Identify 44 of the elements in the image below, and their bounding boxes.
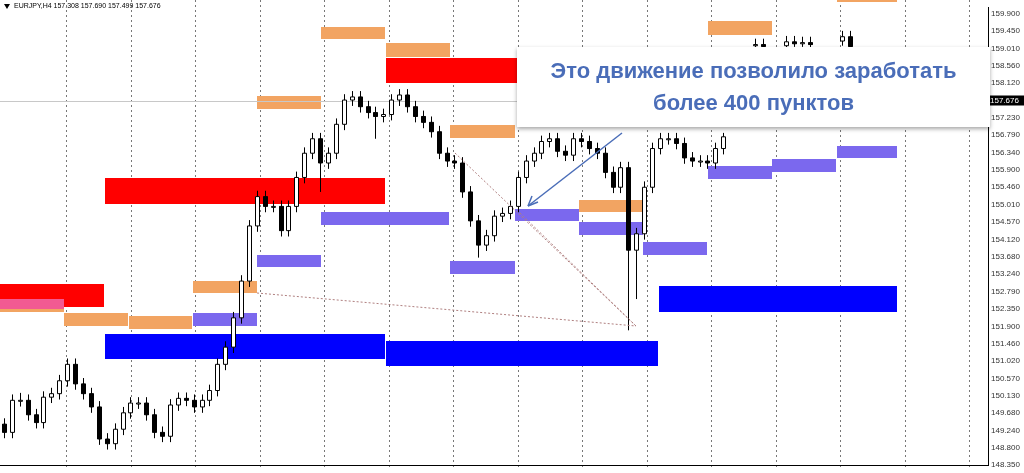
y-tick-label: 153.680 — [991, 252, 1021, 262]
y-tick-label: 152.790 — [991, 286, 1021, 296]
y-tick-label: 148.350 — [991, 460, 1021, 470]
y-tick-label: 148.800 — [991, 442, 1021, 452]
y-tick-label: 159.450 — [991, 26, 1021, 36]
y-tick-label: 153.240 — [991, 269, 1021, 279]
y-tick-label: 150.130 — [991, 390, 1021, 400]
y-tick-label: 151.460 — [991, 338, 1021, 348]
candlestick — [247, 219, 252, 288]
y-tick-label: 156.340 — [991, 148, 1021, 158]
y-tick-label: 154.120 — [991, 234, 1021, 244]
y-tick-label: 154.570 — [991, 217, 1021, 227]
y-tick-label: 157.230 — [991, 113, 1021, 123]
y-tick-label: 155.010 — [991, 200, 1021, 210]
candlestick — [413, 100, 418, 123]
y-tick-label: 152.350 — [991, 304, 1021, 314]
candlestick — [121, 406, 126, 436]
y-tick-label: 156.790 — [991, 130, 1021, 140]
callout-box: Это движение позволило заработать более 400 пунктов — [517, 47, 990, 127]
y-tick-label: 159.010 — [991, 43, 1021, 53]
y-tick-label: 155.460 — [991, 182, 1021, 192]
y-tick-label: 158.120 — [991, 78, 1021, 88]
y-tick-label: 150.570 — [991, 373, 1021, 383]
candlestick — [373, 106, 378, 140]
candlestick — [555, 132, 560, 158]
candlestick — [650, 142, 655, 194]
y-tick-label: 149.240 — [991, 425, 1021, 435]
y-tick-label: 151.900 — [991, 321, 1021, 331]
candlestick — [484, 229, 489, 252]
candlestick — [310, 132, 315, 160]
candlestick — [634, 227, 639, 300]
candlestick — [618, 161, 623, 194]
y-tick-label: 158.560 — [991, 61, 1021, 71]
annotation: Это движение позволило заработать более 400 пунктов — [549, 57, 958, 117]
y-tick-label: 155.900 — [991, 165, 1021, 175]
ref-line-label: 157.676 — [990, 95, 1020, 105]
candlestick — [263, 190, 268, 213]
candlestick — [231, 311, 236, 354]
y-tick-label: 159.900 — [991, 8, 1021, 18]
candlestick — [539, 135, 544, 160]
y-tick-label: 149.680 — [991, 408, 1021, 418]
candlestick — [207, 384, 212, 407]
candlestick — [571, 132, 576, 162]
y-tick-label: 151.020 — [991, 356, 1021, 366]
